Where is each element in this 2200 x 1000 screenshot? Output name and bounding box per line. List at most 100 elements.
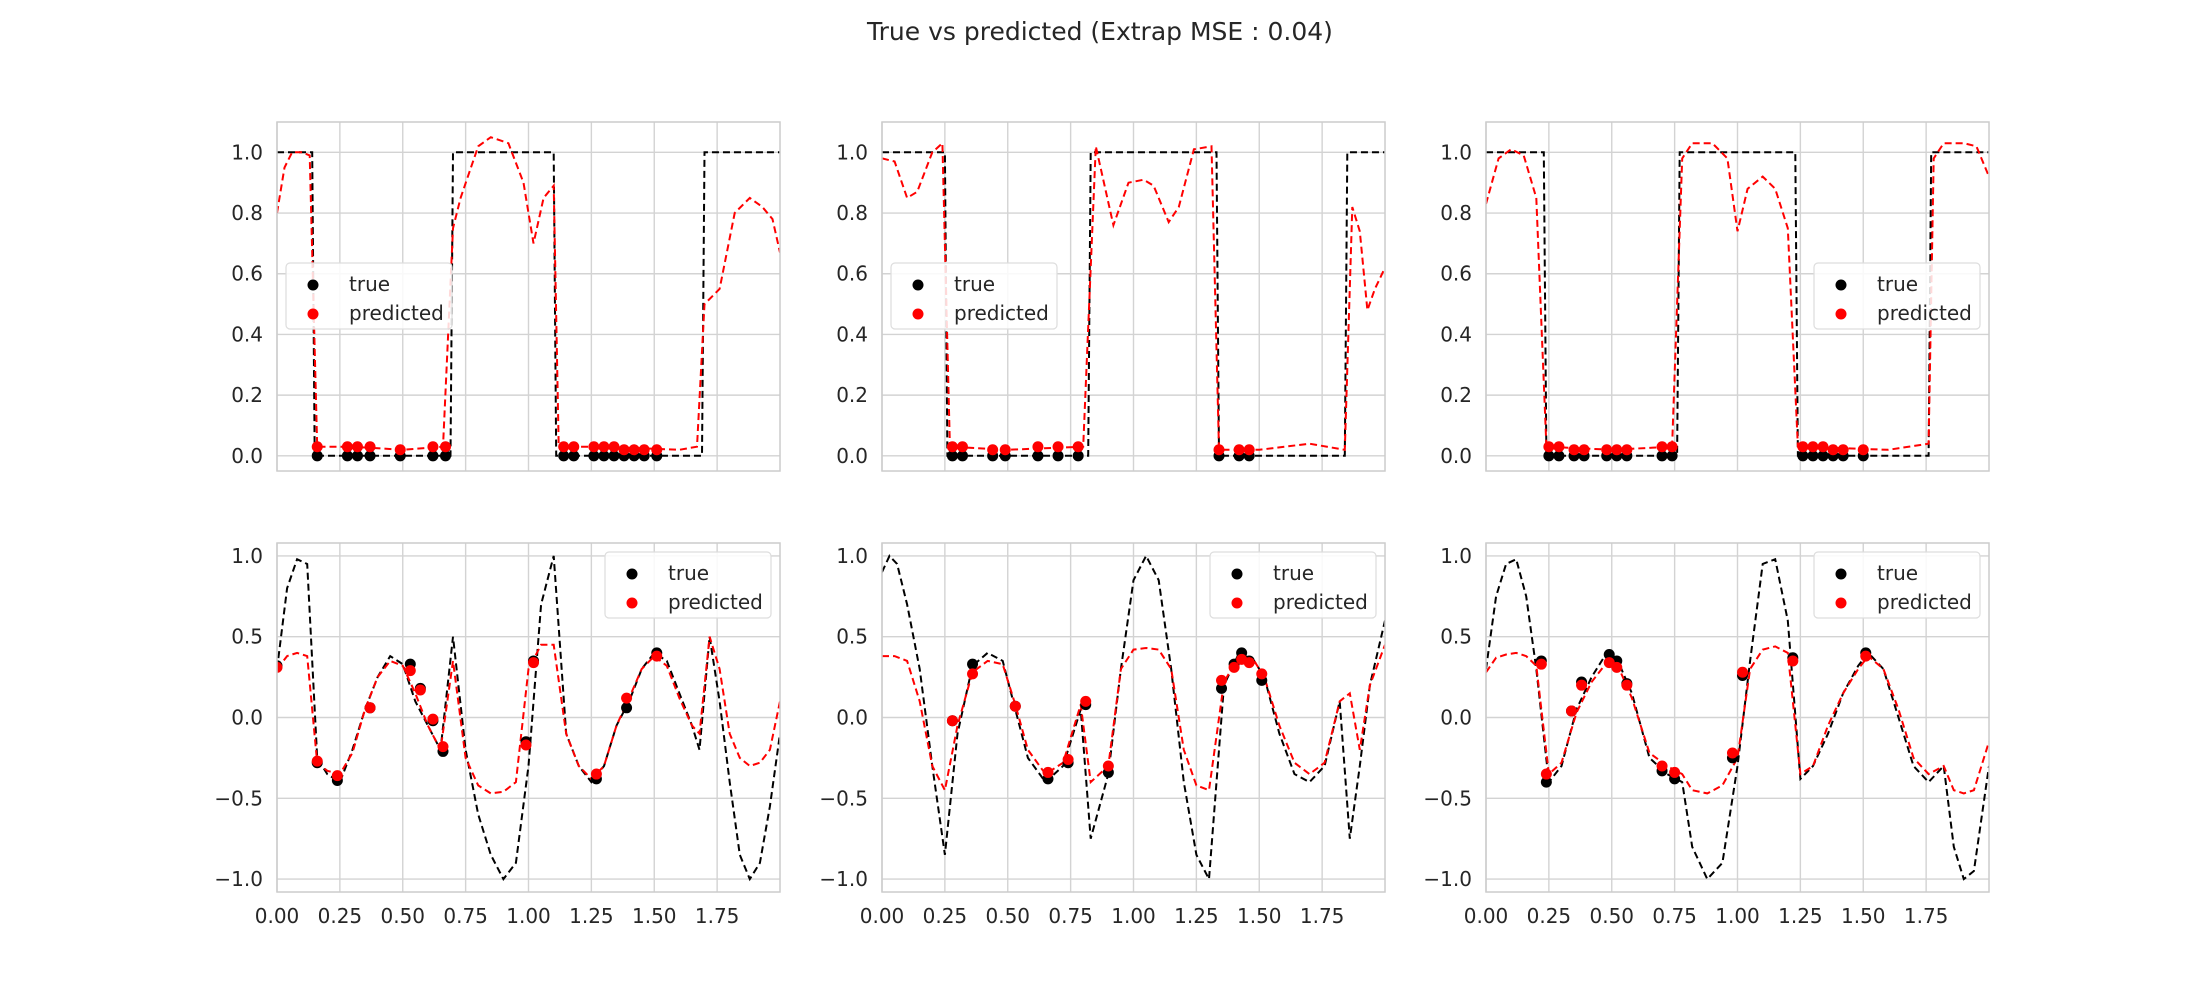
predicted-point <box>351 441 363 453</box>
y-tick-label: 0.0 <box>836 706 868 730</box>
y-tick-label: 0.4 <box>231 322 263 346</box>
true-point <box>1807 450 1819 462</box>
true-point <box>1553 450 1565 462</box>
legend: true predicted <box>1813 551 1981 619</box>
x-tick-label: 1.75 <box>1904 904 1949 928</box>
y-tick-label: 1.0 <box>1440 140 1472 164</box>
predicted-point <box>568 441 580 453</box>
y-tick-label: 0.2 <box>1440 383 1472 407</box>
predicted-point <box>1656 760 1668 772</box>
true-point <box>1032 450 1044 462</box>
predicted-point <box>440 441 452 453</box>
legend: true predicted <box>890 262 1058 330</box>
legend-marker-true <box>1835 568 1847 580</box>
predicted-point <box>590 768 602 780</box>
predicted-point <box>946 715 958 727</box>
legend: true predicted <box>285 262 453 330</box>
predicted-point <box>1535 658 1547 670</box>
legend: true predicted <box>1813 262 1981 330</box>
legend-label-true: true <box>1877 561 1918 585</box>
series-line-true <box>882 553 1385 883</box>
true-point <box>598 450 610 462</box>
x-tick-label: 0.25 <box>923 904 968 928</box>
legend-marker-predicted <box>912 308 924 320</box>
y-tick-label: 1.0 <box>1440 544 1472 568</box>
legend-marker-true <box>626 568 638 580</box>
legend-label-true: true <box>1273 561 1314 585</box>
subplot-0-2: 0.0 0.2 0.4 0.6 0.8 1.0 true predicted <box>1440 121 1990 472</box>
predicted-point <box>1233 444 1245 456</box>
predicted-point <box>1837 444 1849 456</box>
legend-marker-predicted <box>1835 308 1847 320</box>
x-tick-label: 1.75 <box>1300 904 1345 928</box>
y-tick-label: 1.0 <box>836 544 868 568</box>
x-tick-label: 0.00 <box>860 904 905 928</box>
series-line-predicted <box>1486 645 1989 795</box>
y-tick-label: 1.0 <box>836 140 868 164</box>
predicted-point <box>651 650 663 662</box>
y-tick-label: 0.5 <box>1440 625 1472 649</box>
predicted-point <box>987 444 999 456</box>
x-tick-label: 0.25 <box>318 904 363 928</box>
y-tick-label: 1.0 <box>231 544 263 568</box>
y-tick-label: 0.8 <box>231 201 263 225</box>
predicted-point <box>528 657 540 669</box>
predicted-point <box>558 441 570 453</box>
true-point <box>1666 450 1678 462</box>
predicted-point <box>331 770 343 782</box>
predicted-point <box>621 692 633 704</box>
predicted-point <box>1817 441 1829 453</box>
y-tick-label: −1.0 <box>1423 867 1472 891</box>
y-tick-label: 0.5 <box>836 625 868 649</box>
predicted-point <box>364 702 376 714</box>
predicted-point <box>1256 668 1268 680</box>
true-point <box>364 450 376 462</box>
y-tick-label: 0.6 <box>1440 262 1472 286</box>
y-tick-label: 0.2 <box>231 383 263 407</box>
axes-frame <box>881 121 1386 472</box>
true-point <box>341 450 353 462</box>
true-point <box>1603 648 1615 660</box>
legend-marker-predicted <box>307 308 319 320</box>
predicted-point <box>1621 679 1633 691</box>
predicted-point <box>1566 705 1578 717</box>
true-point <box>1072 450 1084 462</box>
y-tick-label: −0.5 <box>819 786 868 810</box>
legend-label-true: true <box>349 272 390 296</box>
axes-frame <box>1485 542 1990 893</box>
axes-frame <box>881 542 1386 893</box>
predicted-point <box>608 441 620 453</box>
predicted-point <box>1243 657 1255 669</box>
x-tick-label: 0.00 <box>1464 904 1509 928</box>
y-tick-label: 1.0 <box>231 140 263 164</box>
legend-label-predicted: predicted <box>954 301 1049 325</box>
true-point <box>311 450 323 462</box>
legend-marker-true <box>1231 568 1243 580</box>
true-point <box>568 450 580 462</box>
predicted-point <box>1611 661 1623 673</box>
predicted-point <box>1611 444 1623 456</box>
predicted-point <box>364 441 376 453</box>
predicted-point <box>588 441 600 453</box>
x-tick-label: 1.50 <box>1237 904 1282 928</box>
x-tick-label: 1.25 <box>1778 904 1823 928</box>
predicted-point <box>394 444 406 456</box>
plot-lines <box>277 136 780 462</box>
y-tick-label: 0.4 <box>1440 322 1472 346</box>
predicted-point <box>598 441 610 453</box>
y-tick-label: −1.0 <box>819 867 868 891</box>
true-point <box>1540 776 1552 788</box>
x-tick-label: 0.50 <box>1589 904 1634 928</box>
series-line-predicted <box>882 141 1385 451</box>
legend-marker-true <box>1835 279 1847 291</box>
legend-label-true: true <box>668 561 709 585</box>
series-line-true <box>277 151 780 457</box>
series-line-predicted <box>277 636 780 795</box>
true-point <box>621 702 633 714</box>
predicted-point <box>1042 766 1054 778</box>
predicted-point <box>1669 766 1681 778</box>
predicted-point <box>1621 444 1633 456</box>
axes-frame <box>276 542 781 893</box>
predicted-point <box>967 668 979 680</box>
predicted-point <box>1072 441 1084 453</box>
